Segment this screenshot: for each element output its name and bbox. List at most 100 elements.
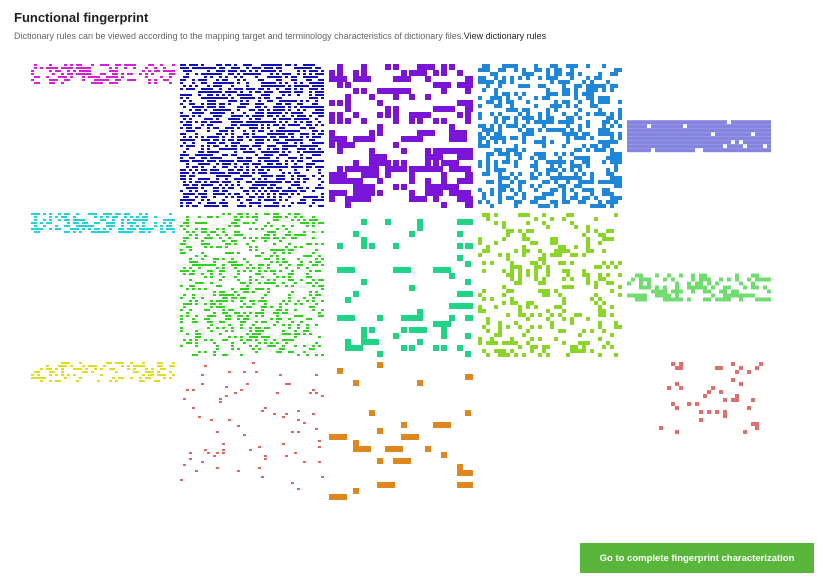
fingerprint-cell <box>64 76 67 78</box>
complete-fingerprint-button[interactable]: Go to complete fingerprint characterizat… <box>580 543 814 573</box>
fingerprint-cell <box>433 422 451 428</box>
fingerprint-cell <box>288 157 291 159</box>
fingerprint-cell <box>237 142 240 144</box>
fingerprint-cell <box>735 273 739 278</box>
fingerprint-cell <box>273 196 276 198</box>
fingerprint-cell <box>526 329 530 333</box>
fingerprint-cell <box>550 253 554 257</box>
fingerprint-cell <box>449 106 455 112</box>
fingerprint-cell <box>279 85 282 87</box>
fingerprint-cell <box>148 79 151 81</box>
fingerprint-cell <box>618 196 622 200</box>
fingerprint-cell <box>261 139 264 141</box>
fingerprint-cell <box>189 118 192 120</box>
fingerprint-cell <box>763 140 767 145</box>
fingerprint-cell <box>207 106 210 108</box>
fingerprint-cell <box>723 410 727 414</box>
fingerprint-cell <box>180 169 183 171</box>
fingerprint-cell <box>288 249 291 251</box>
fingerprint-cell <box>675 281 679 286</box>
fingerprint-cell <box>639 148 643 153</box>
fingerprint-cell <box>457 255 463 261</box>
fingerprint-cell <box>691 277 695 282</box>
fingerprint-cell <box>433 118 439 124</box>
fingerprint-cell <box>264 94 267 96</box>
fingerprint-cell <box>318 94 321 96</box>
fingerprint-cell <box>723 297 727 302</box>
fingerprint-cell <box>276 115 279 117</box>
fingerprint-cell <box>213 205 216 207</box>
fingerprint-cell <box>498 152 502 156</box>
fingerprint-cell <box>234 234 237 236</box>
fingerprint-cell <box>225 196 228 198</box>
fingerprint-cell <box>526 128 530 132</box>
fingerprint-cell <box>195 73 198 75</box>
fingerprint-cell <box>279 64 282 66</box>
fingerprint-cell <box>671 132 675 137</box>
fingerprint-cell <box>522 92 526 96</box>
fingerprint-cell <box>691 120 695 125</box>
fingerprint-cell <box>270 154 273 156</box>
fingerprint-cell <box>216 94 219 96</box>
fingerprint-cell <box>635 124 639 129</box>
fingerprint-cell <box>377 482 395 488</box>
fingerprint-cell <box>76 228 79 230</box>
fingerprint-cell <box>237 157 240 159</box>
fingerprint-cell <box>751 136 755 141</box>
fingerprint-cell <box>216 175 219 177</box>
fingerprint-cell <box>538 140 542 144</box>
fingerprint-cell <box>213 354 216 356</box>
fingerprint-cell <box>743 293 747 298</box>
fingerprint-cell <box>312 88 315 90</box>
fingerprint-cell <box>127 228 130 230</box>
fingerprint-cell <box>55 70 58 72</box>
fingerprint-cell <box>231 67 234 69</box>
fingerprint-cell <box>195 106 198 108</box>
fingerprint-cell <box>494 349 498 353</box>
fingerprint-cell <box>109 76 112 78</box>
fingerprint-cell <box>285 148 288 150</box>
fingerprint-cell <box>261 476 264 478</box>
fingerprint-cell <box>526 305 530 309</box>
fingerprint-cell <box>482 68 486 72</box>
fingerprint-cell <box>550 176 554 180</box>
fingerprint-cell <box>578 313 582 317</box>
fingerprint-cell <box>739 132 743 137</box>
fingerprint-cell <box>590 92 594 96</box>
fingerprint-cell <box>631 128 635 133</box>
fingerprint-cell <box>647 140 651 145</box>
fingerprint-cell <box>522 353 526 357</box>
fingerprint-cell <box>546 128 550 132</box>
fingerprint-cell <box>103 231 106 233</box>
fingerprint-cell <box>195 321 198 323</box>
fingerprint-cell <box>482 349 486 353</box>
fingerprint-cell <box>647 128 651 133</box>
fingerprint-cell <box>231 264 234 266</box>
fingerprint-cell <box>183 79 186 81</box>
fingerprint-cell <box>112 76 115 78</box>
fingerprint-cell <box>288 124 291 126</box>
fingerprint-cell <box>228 64 231 66</box>
fingerprint-cell <box>276 178 279 180</box>
fingerprint-cell <box>192 82 195 84</box>
fingerprint-cell <box>219 306 222 308</box>
view-dictionary-rules-link[interactable]: View dictionary rules <box>463 31 547 41</box>
fingerprint-cell <box>267 163 270 165</box>
fingerprint-cell <box>385 106 391 112</box>
fingerprint-cell <box>490 112 494 116</box>
fingerprint-cell <box>246 285 249 287</box>
fingerprint-cell <box>180 121 183 123</box>
fingerprint-cell <box>237 213 240 215</box>
fingerprint-cell <box>252 133 255 135</box>
fingerprint-cell <box>204 157 207 159</box>
fingerprint-cell <box>210 237 213 239</box>
fingerprint-cell <box>180 330 183 332</box>
fingerprint-cell <box>285 228 288 230</box>
fingerprint-cell <box>558 245 562 249</box>
fingerprint-cell <box>210 151 213 153</box>
fingerprint-cell <box>739 128 743 133</box>
fingerprint-cell <box>279 374 282 376</box>
fingerprint-cell <box>282 118 285 120</box>
fingerprint-cell <box>643 297 647 302</box>
fingerprint-cell <box>486 160 490 164</box>
